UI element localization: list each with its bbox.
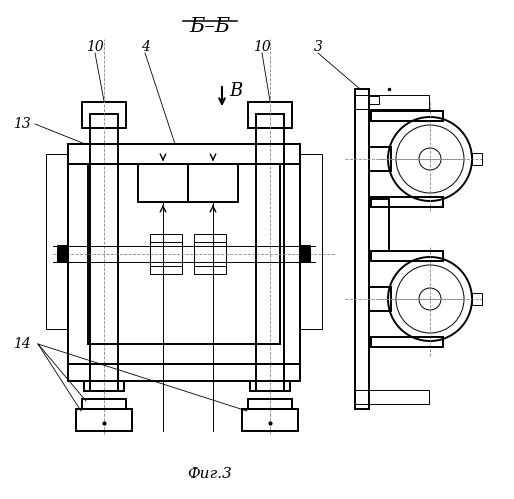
Text: 13: 13 — [13, 117, 31, 131]
Bar — [150, 242, 182, 266]
Bar — [58, 246, 68, 262]
Bar — [369, 96, 379, 104]
Bar — [90, 114, 118, 391]
Bar — [46, 154, 68, 329]
Bar — [472, 293, 482, 305]
Bar — [369, 287, 391, 311]
Bar — [138, 164, 188, 202]
Bar — [88, 164, 280, 344]
Bar — [68, 144, 300, 164]
Text: 4: 4 — [140, 40, 150, 54]
Bar — [68, 364, 300, 381]
Bar — [355, 89, 369, 409]
Bar — [256, 114, 284, 391]
Bar — [371, 111, 443, 121]
Bar — [242, 409, 298, 431]
Bar — [371, 337, 443, 347]
Bar — [472, 153, 482, 165]
Bar — [82, 399, 126, 409]
Bar — [150, 234, 182, 274]
Bar — [248, 102, 292, 128]
Bar — [371, 251, 443, 261]
Text: 3: 3 — [314, 40, 322, 54]
Bar — [248, 399, 292, 409]
Bar — [355, 390, 429, 404]
Bar — [300, 246, 310, 262]
Bar — [76, 409, 132, 431]
Bar — [369, 147, 391, 171]
Bar — [68, 144, 300, 364]
Bar — [371, 197, 443, 207]
Bar — [250, 381, 290, 391]
Text: 10: 10 — [253, 40, 271, 54]
Text: Фиг.3: Фиг.3 — [188, 467, 232, 481]
Text: 14: 14 — [13, 337, 31, 351]
Text: 10: 10 — [86, 40, 104, 54]
Bar — [194, 242, 226, 266]
Bar — [300, 154, 322, 329]
Text: В: В — [229, 82, 242, 100]
Bar — [84, 381, 124, 391]
Bar — [194, 234, 226, 274]
Bar — [82, 102, 126, 128]
Bar — [369, 199, 389, 251]
Bar — [355, 95, 429, 109]
Bar — [188, 164, 238, 202]
Text: Б–Б: Б–Б — [189, 17, 231, 36]
